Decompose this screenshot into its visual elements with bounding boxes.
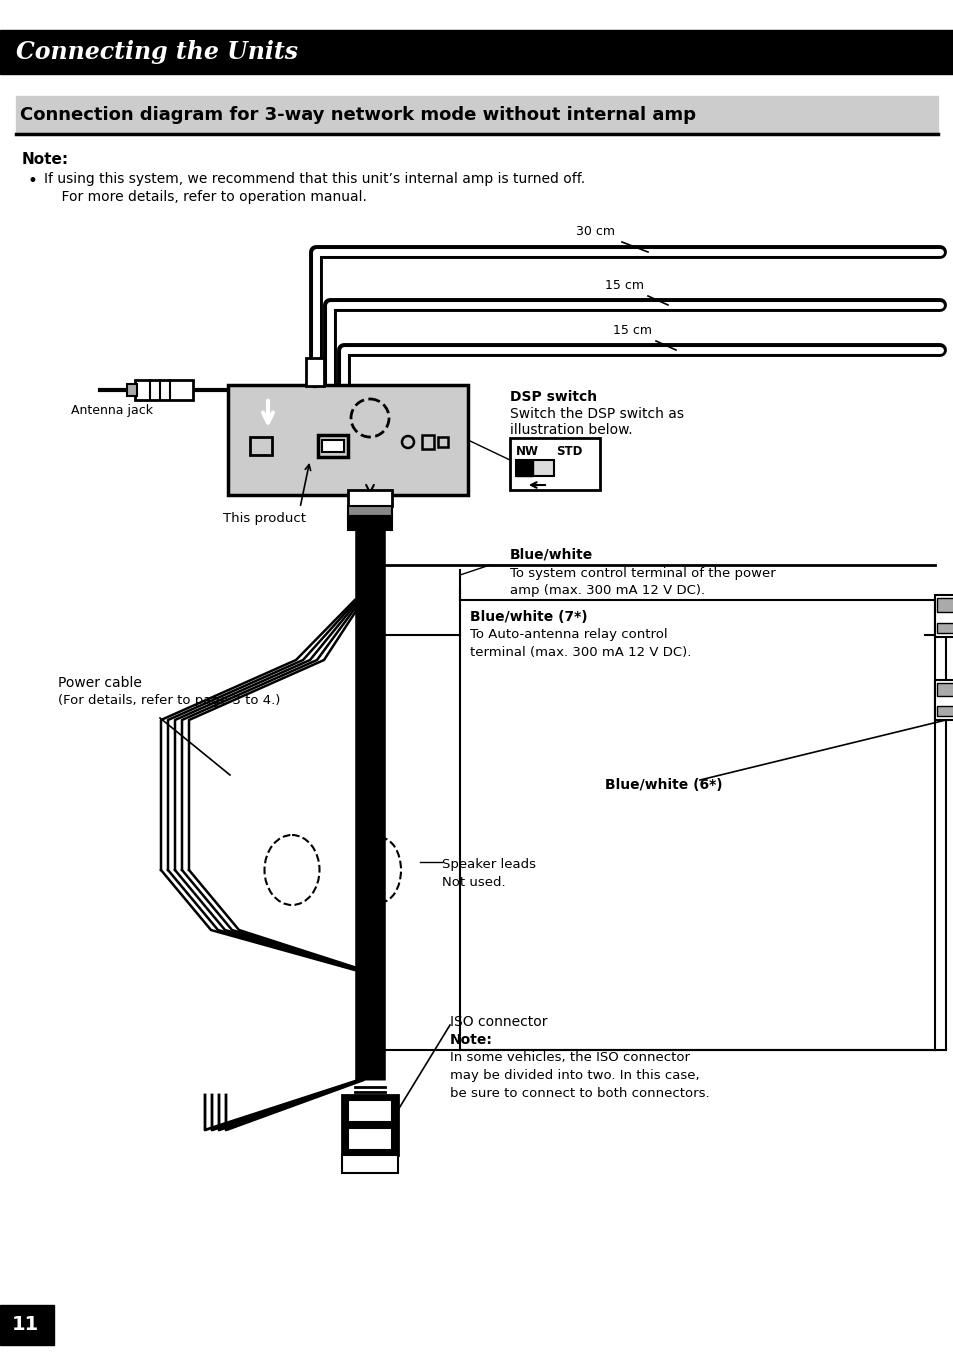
Bar bbox=[936, 598, 953, 612]
Bar bbox=[348, 1127, 392, 1150]
Bar bbox=[348, 516, 392, 530]
Bar bbox=[341, 1095, 397, 1154]
Bar bbox=[0, 1305, 54, 1346]
Text: may be divided into two. In this case,: may be divided into two. In this case, bbox=[450, 1069, 699, 1083]
Text: Power cable: Power cable bbox=[58, 676, 142, 690]
Bar bbox=[127, 383, 137, 396]
Text: Antenna jack: Antenna jack bbox=[71, 404, 152, 417]
Text: DSP switch: DSP switch bbox=[510, 390, 597, 404]
Bar bbox=[936, 683, 953, 696]
Text: illustration below.: illustration below. bbox=[510, 423, 632, 438]
Bar bbox=[421, 435, 434, 449]
Text: (For details, refer to page 3 to 4.): (For details, refer to page 3 to 4.) bbox=[58, 694, 280, 707]
Text: In some vehicles, the ISO connector: In some vehicles, the ISO connector bbox=[450, 1051, 689, 1064]
Bar bbox=[516, 459, 554, 476]
Text: Not used.: Not used. bbox=[441, 875, 505, 889]
Bar bbox=[934, 595, 953, 637]
Text: For more details, refer to operation manual.: For more details, refer to operation man… bbox=[44, 190, 367, 205]
Text: ISO connector: ISO connector bbox=[450, 1015, 547, 1028]
Text: 15 cm: 15 cm bbox=[604, 279, 643, 291]
Text: Blue/white: Blue/white bbox=[510, 547, 593, 562]
Text: Blue/white (7*): Blue/white (7*) bbox=[470, 610, 587, 625]
Text: Connection diagram for 3-way network mode without internal amp: Connection diagram for 3-way network mod… bbox=[20, 106, 696, 125]
Text: If using this system, we recommend that this unit’s internal amp is turned off.: If using this system, we recommend that … bbox=[44, 172, 584, 186]
Bar bbox=[936, 706, 953, 715]
Text: Switch the DSP switch as: Switch the DSP switch as bbox=[510, 406, 683, 421]
Bar bbox=[317, 435, 348, 457]
Bar bbox=[437, 438, 448, 447]
Bar bbox=[341, 1154, 397, 1173]
Text: This product: This product bbox=[223, 512, 306, 524]
Text: Blue/white (6*): Blue/white (6*) bbox=[604, 778, 721, 793]
Text: terminal (max. 300 mA 12 V DC).: terminal (max. 300 mA 12 V DC). bbox=[470, 646, 691, 659]
Text: STD: STD bbox=[556, 444, 581, 458]
Bar bbox=[306, 358, 324, 386]
Bar bbox=[348, 1100, 392, 1122]
Text: Note:: Note: bbox=[22, 152, 69, 167]
Bar bbox=[16, 96, 937, 131]
Bar bbox=[250, 438, 272, 455]
Text: 11: 11 bbox=[12, 1316, 39, 1335]
Bar bbox=[348, 505, 392, 516]
Text: Connecting the Units: Connecting the Units bbox=[16, 41, 297, 64]
Bar bbox=[228, 385, 468, 495]
Text: •: • bbox=[28, 172, 38, 190]
Bar bbox=[936, 623, 953, 633]
Text: To Auto-antenna relay control: To Auto-antenna relay control bbox=[470, 627, 667, 641]
Text: Speaker leads: Speaker leads bbox=[441, 858, 536, 871]
Bar bbox=[135, 379, 193, 400]
Text: Note:: Note: bbox=[450, 1033, 493, 1047]
Text: NW: NW bbox=[516, 444, 538, 458]
Text: To system control terminal of the power: To system control terminal of the power bbox=[510, 566, 775, 580]
Text: be sure to connect to both connectors.: be sure to connect to both connectors. bbox=[450, 1087, 709, 1100]
Bar bbox=[934, 680, 953, 720]
Bar bbox=[516, 459, 533, 476]
Bar bbox=[0, 30, 953, 75]
Text: 15 cm: 15 cm bbox=[613, 324, 651, 337]
Bar bbox=[348, 491, 392, 505]
Text: 30 cm: 30 cm bbox=[576, 225, 615, 238]
Text: amp (max. 300 mA 12 V DC).: amp (max. 300 mA 12 V DC). bbox=[510, 584, 704, 598]
Bar bbox=[322, 440, 344, 453]
Bar bbox=[510, 438, 599, 491]
